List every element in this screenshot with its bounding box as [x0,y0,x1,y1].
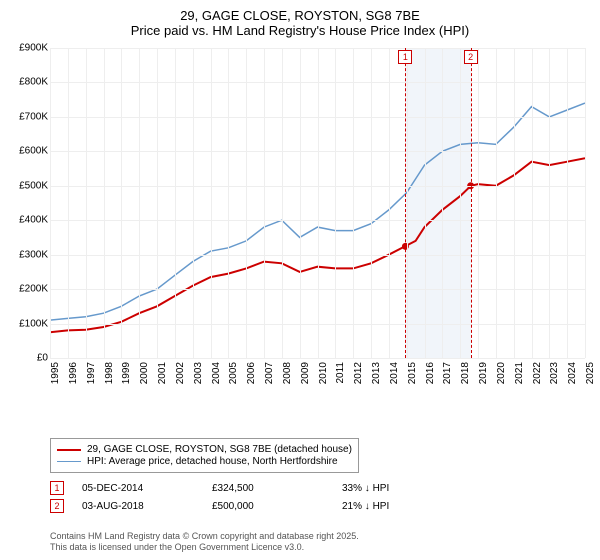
legend-row: 29, GAGE CLOSE, ROYSTON, SG8 7BE (detach… [57,444,352,455]
legend-block: 29, GAGE CLOSE, ROYSTON, SG8 7BE (detach… [50,438,585,517]
x-tick-label: 2004 [211,362,222,384]
x-tick-label: 1998 [104,362,115,384]
plot-area: 12 [50,48,585,358]
txn-price: £324,500 [212,483,342,494]
txn-date: 05-DEC-2014 [82,483,212,494]
x-tick-label: 2011 [335,362,346,384]
y-tick-label: £400K [19,215,48,226]
marker-vline [405,48,406,358]
x-tick-label: 1997 [86,362,97,384]
x-tick-label: 2007 [264,362,275,384]
y-axis: £0£100K£200K£300K£400K£500K£600K£700K£80… [30,48,50,358]
y-tick-label: £0 [37,353,48,364]
x-tick-label: 2003 [193,362,204,384]
x-tick-label: 2024 [567,362,578,384]
x-tick-label: 2020 [496,362,507,384]
y-tick-label: £200K [19,284,48,295]
footer-line: Contains HM Land Registry data © Crown c… [50,531,359,543]
legend-box: 29, GAGE CLOSE, ROYSTON, SG8 7BE (detach… [50,438,359,473]
x-tick-label: 2018 [460,362,471,384]
x-tick-label: 2021 [514,362,525,384]
x-tick-label: 2002 [175,362,186,384]
txn-delta: 33% ↓ HPI [342,483,472,494]
x-tick-label: 2017 [442,362,453,384]
x-tick-label: 2010 [318,362,329,384]
transaction-table: 1 05-DEC-2014£324,50033% ↓ HPI 2 03-AUG-201… [50,481,585,513]
x-axis: 1995 1996 1997 1998 1999 2000 2001 2002 2003 2004… [50,358,585,390]
legend-row: HPI: Average price, detached house, Nort… [57,456,352,467]
chart: £0£100K£200K£300K£400K£500K£600K£700K£80… [30,48,585,390]
y-tick-label: £100K [19,318,48,329]
marker-box: 2 [464,50,478,64]
txn-price: £500,000 [212,501,342,512]
y-tick-label: £900K [19,43,48,54]
x-tick-label: 2025 [585,362,596,384]
x-tick-label: 2015 [407,362,418,384]
legend-label: HPI: Average price, detached house, Nort… [87,456,338,467]
x-tick-label: 2012 [353,362,364,384]
x-tick-label: 1996 [68,362,79,384]
x-tick-label: 2013 [371,362,382,384]
x-tick-label: 2006 [246,362,257,384]
transaction-row: 2 03-AUG-2018£500,00021% ↓ HPI [50,499,585,513]
x-tick-label: 1995 [50,362,61,384]
y-tick-label: £600K [19,146,48,157]
page-title: 29, GAGE CLOSE, ROYSTON, SG8 7BE [0,8,600,23]
x-tick-label: 2014 [389,362,400,384]
marker-box: 2 [50,499,64,513]
y-tick-label: £500K [19,180,48,191]
legend-label: 29, GAGE CLOSE, ROYSTON, SG8 7BE (detach… [87,444,352,455]
x-tick-label: 2005 [228,362,239,384]
x-tick-label: 2016 [425,362,436,384]
legend-swatch [57,461,81,463]
x-tick-label: 2023 [549,362,560,384]
y-tick-label: £300K [19,249,48,260]
x-tick-label: 2022 [532,362,543,384]
footer: Contains HM Land Registry data © Crown c… [50,531,359,554]
x-tick-label: 2000 [139,362,150,384]
txn-date: 03-AUG-2018 [82,501,212,512]
txn-delta: 21% ↓ HPI [342,501,472,512]
x-tick-label: 1999 [121,362,132,384]
y-tick-label: £700K [19,111,48,122]
page-subtitle: Price paid vs. HM Land Registry's House … [0,23,600,38]
x-tick-label: 2009 [300,362,311,384]
marker-box: 1 [50,481,64,495]
marker-box: 1 [398,50,412,64]
y-tick-label: £800K [19,77,48,88]
footer-line: This data is licensed under the Open Gov… [50,542,359,554]
x-tick-label: 2001 [157,362,168,384]
x-tick-label: 2008 [282,362,293,384]
legend-swatch [57,449,81,451]
transaction-row: 1 05-DEC-2014£324,50033% ↓ HPI [50,481,585,495]
marker-vline [471,48,472,358]
x-tick-label: 2019 [478,362,489,384]
